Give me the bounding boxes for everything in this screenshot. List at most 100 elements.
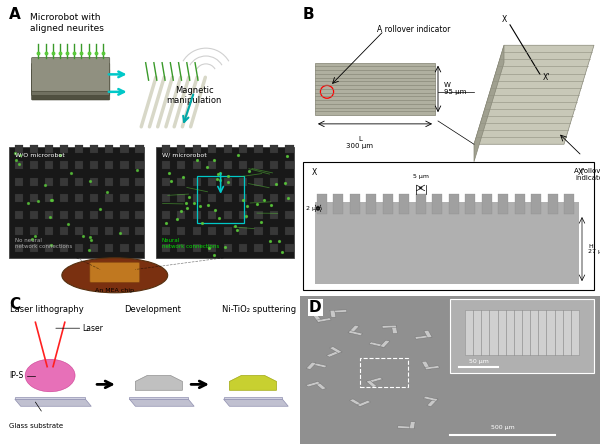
Bar (432, 194, 442, 214)
Bar (224, 194, 232, 202)
Polygon shape (224, 399, 288, 406)
FancyBboxPatch shape (32, 63, 110, 95)
Bar (75, 211, 83, 219)
Bar (177, 244, 185, 252)
Bar (270, 211, 278, 219)
Polygon shape (326, 350, 342, 357)
Bar (177, 145, 185, 153)
Bar (120, 161, 128, 169)
Bar (15, 145, 23, 153)
FancyBboxPatch shape (32, 69, 110, 100)
Text: 50 μm: 50 μm (469, 359, 488, 364)
Bar (90, 145, 98, 153)
Bar (162, 211, 170, 219)
Bar (548, 194, 557, 214)
Polygon shape (329, 347, 342, 353)
Bar (286, 145, 293, 153)
Bar (60, 244, 68, 252)
Bar (120, 178, 128, 186)
Text: W/O microrobot: W/O microrobot (15, 153, 65, 158)
Bar (286, 194, 293, 202)
Bar (270, 194, 278, 202)
Bar (60, 227, 68, 236)
Text: Ni-TiO₂ sputtering: Ni-TiO₂ sputtering (222, 305, 296, 314)
Polygon shape (474, 45, 594, 144)
Text: A: A (9, 7, 20, 22)
Polygon shape (366, 377, 383, 383)
Bar (564, 194, 574, 214)
Bar (30, 161, 38, 169)
Bar (270, 178, 278, 186)
FancyBboxPatch shape (32, 57, 110, 91)
Bar (162, 145, 170, 153)
Bar (254, 145, 263, 153)
Bar (45, 227, 53, 236)
Bar (315, 63, 435, 115)
Bar (60, 211, 68, 219)
Text: W/ microrobot: W/ microrobot (162, 153, 206, 158)
Bar (30, 227, 38, 236)
Text: X: X (312, 168, 317, 177)
Bar (254, 178, 263, 186)
Bar (366, 194, 376, 214)
Text: 2 μm: 2 μm (306, 206, 322, 211)
Polygon shape (380, 340, 390, 348)
Bar (239, 145, 247, 153)
Text: A rollover
indicator: A rollover indicator (574, 168, 600, 181)
Bar (45, 161, 53, 169)
Bar (90, 211, 98, 219)
Bar (350, 194, 359, 214)
Bar (177, 194, 185, 202)
Text: No neural
network connections: No neural network connections (15, 238, 72, 249)
Bar (315, 202, 579, 284)
Bar (105, 194, 113, 202)
Bar (162, 244, 170, 252)
Bar (15, 194, 23, 202)
Text: An MEA chip: An MEA chip (95, 288, 134, 293)
Bar (30, 244, 38, 252)
Bar (105, 244, 113, 252)
Bar (416, 194, 425, 214)
Bar (75, 227, 83, 236)
Bar (333, 194, 343, 214)
Text: X': X' (578, 168, 585, 177)
Bar (15, 161, 23, 169)
Bar (208, 227, 217, 236)
Bar (136, 211, 143, 219)
Bar (15, 227, 23, 236)
Bar (270, 227, 278, 236)
Bar (193, 178, 201, 186)
Text: L
300 μm: L 300 μm (347, 135, 373, 149)
Polygon shape (306, 362, 316, 370)
Ellipse shape (62, 258, 168, 293)
Polygon shape (366, 380, 377, 388)
Polygon shape (415, 335, 432, 339)
Bar (254, 244, 263, 252)
Polygon shape (314, 381, 326, 390)
Bar (286, 244, 293, 252)
Bar (254, 227, 263, 236)
Bar (45, 178, 53, 186)
Bar (105, 227, 113, 236)
Bar (193, 211, 201, 219)
Bar (193, 145, 201, 153)
Bar (120, 145, 128, 153)
Polygon shape (357, 401, 371, 407)
Text: Laser: Laser (82, 324, 103, 333)
Bar (208, 194, 217, 202)
Text: 5 μm: 5 μm (413, 174, 428, 179)
Polygon shape (424, 330, 432, 338)
Text: X: X (502, 15, 506, 24)
Bar (399, 194, 409, 214)
Bar (498, 194, 508, 214)
Bar (360, 358, 408, 388)
Bar (60, 145, 68, 153)
Bar (120, 211, 128, 219)
Bar (193, 194, 201, 202)
Bar (177, 227, 185, 236)
Polygon shape (422, 361, 430, 370)
Bar (162, 178, 170, 186)
Text: Neural
network connections: Neural network connections (162, 238, 219, 249)
Bar (15, 178, 23, 186)
Text: IP-S: IP-S (9, 371, 23, 380)
